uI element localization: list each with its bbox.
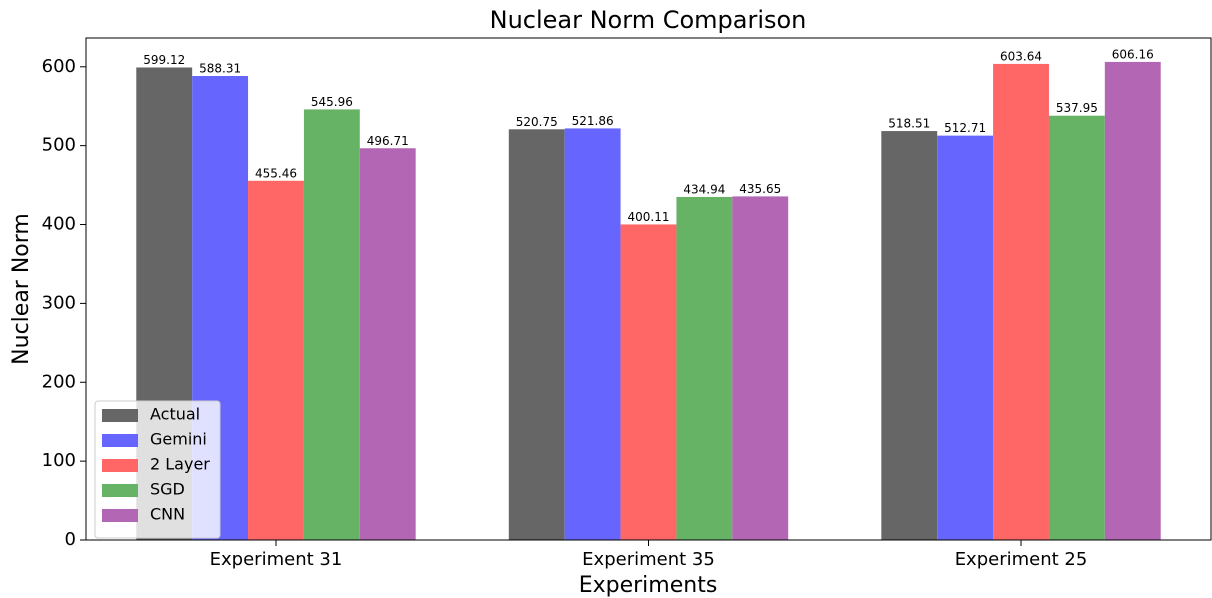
bar xyxy=(1048,115,1105,540)
bar xyxy=(303,109,360,540)
bar xyxy=(248,180,304,540)
legend-swatch xyxy=(102,409,138,422)
bar xyxy=(993,63,1049,541)
legend-label: Actual xyxy=(150,405,200,424)
x-tick-label: Experiment 25 xyxy=(955,549,1088,570)
y-tick-label: 500 xyxy=(42,135,76,156)
bar xyxy=(937,135,994,540)
y-tick-label: 0 xyxy=(65,529,76,550)
legend-label: Gemini xyxy=(150,430,207,449)
legend-swatch xyxy=(102,484,138,497)
bar xyxy=(676,196,733,540)
bar xyxy=(1104,61,1161,540)
y-tick-label: 300 xyxy=(42,292,76,313)
x-tick-label: Experiment 35 xyxy=(582,549,715,570)
plot-frame xyxy=(85,37,1212,541)
bar xyxy=(881,131,938,540)
bar xyxy=(732,196,789,540)
chart-title: Nuclear Norm Comparison xyxy=(490,6,807,34)
legend-swatch xyxy=(102,509,138,522)
value-label: 520.75 xyxy=(516,115,558,129)
value-label: 588.31 xyxy=(199,62,241,76)
value-label: 537.95 xyxy=(1056,101,1098,115)
x-axis-label: Experiments xyxy=(579,573,718,598)
y-axis-label: Nuclear Norm xyxy=(9,213,34,365)
value-label: 400.11 xyxy=(628,210,670,224)
bar xyxy=(620,224,677,540)
value-label: 512.71 xyxy=(944,121,986,135)
value-label: 521.86 xyxy=(572,114,614,128)
legend-label: SGD xyxy=(150,480,185,499)
bar xyxy=(359,148,416,540)
value-label: 606.16 xyxy=(1112,47,1154,61)
value-label: 545.96 xyxy=(311,95,353,109)
value-label: 603.64 xyxy=(1000,49,1042,63)
value-label: 599.12 xyxy=(143,53,185,67)
value-label: 455.46 xyxy=(255,166,297,180)
bar xyxy=(564,128,621,540)
legend-swatch xyxy=(102,459,138,472)
value-label: 434.94 xyxy=(683,182,725,196)
y-tick-label: 400 xyxy=(42,214,76,235)
value-label: 496.71 xyxy=(367,134,409,148)
value-label: 518.51 xyxy=(888,117,930,131)
legend-label: CNN xyxy=(150,505,185,524)
y-tick-label: 600 xyxy=(42,56,76,77)
y-tick-label: 200 xyxy=(42,371,76,392)
x-tick-label: Experiment 31 xyxy=(210,549,343,570)
value-label: 435.65 xyxy=(739,182,781,196)
legend-label: 2 Layer xyxy=(150,455,210,474)
bar xyxy=(508,129,565,540)
y-tick-label: 100 xyxy=(42,450,76,471)
legend-swatch xyxy=(102,434,138,447)
